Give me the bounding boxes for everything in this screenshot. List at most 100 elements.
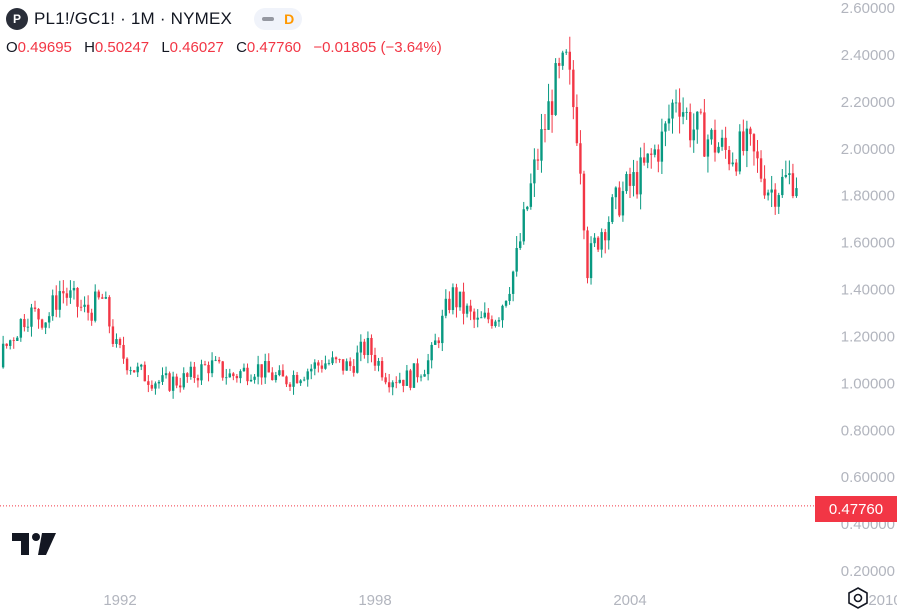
candle-body xyxy=(86,304,90,313)
y-tick-label: 1.40000 xyxy=(841,282,895,299)
candle-body xyxy=(5,343,8,346)
candle-body xyxy=(494,321,497,327)
candle-body xyxy=(58,291,61,310)
minus-icon[interactable] xyxy=(262,17,275,21)
gear-settings-icon[interactable] xyxy=(847,587,869,609)
candle-body xyxy=(175,376,178,386)
candle-body xyxy=(281,370,285,377)
candle-body xyxy=(12,340,15,342)
candle-body xyxy=(426,360,430,375)
candle-body xyxy=(352,366,355,373)
candle-body xyxy=(650,153,653,155)
candle-body xyxy=(713,129,717,153)
candle-body xyxy=(9,340,12,346)
candle-body xyxy=(646,153,649,163)
candle-body xyxy=(554,63,557,115)
candle-body xyxy=(692,129,695,141)
candle-body xyxy=(118,339,122,345)
candle-body xyxy=(51,295,54,317)
candle-body xyxy=(16,337,19,341)
candle-body xyxy=(483,312,486,318)
y-tick-label: 1.00000 xyxy=(841,375,895,392)
candle-body xyxy=(795,188,798,197)
candle-body xyxy=(674,102,678,104)
candle-body xyxy=(83,304,86,307)
candle-body xyxy=(387,382,391,388)
candle-body xyxy=(285,376,288,385)
candle-body xyxy=(568,51,571,70)
open-value: 0.49695 xyxy=(17,39,72,56)
candle-body xyxy=(331,357,334,364)
y-tick-label: 1.60000 xyxy=(841,235,895,252)
candle-body xyxy=(292,374,295,387)
y-tick-label: 0.60000 xyxy=(841,469,895,486)
candle-body xyxy=(664,123,667,132)
candle-body xyxy=(441,315,444,344)
candle-body xyxy=(65,293,69,298)
candle-body xyxy=(706,139,710,157)
candle-body xyxy=(639,157,642,195)
candle-body xyxy=(756,151,759,159)
candle-body xyxy=(260,364,263,378)
candle-body xyxy=(242,367,246,372)
current-price-badge: 0.47760 xyxy=(815,496,897,522)
candle-body xyxy=(341,359,345,371)
candle-body xyxy=(582,173,586,231)
candle-body xyxy=(189,366,193,377)
candle-body xyxy=(519,241,522,249)
candle-body xyxy=(412,363,416,388)
close-label: C xyxy=(236,39,247,56)
candle-body xyxy=(504,300,508,306)
open-label: O xyxy=(6,39,18,56)
candle-body xyxy=(681,112,685,117)
candle-body xyxy=(625,174,628,192)
candle-body xyxy=(621,191,625,216)
candle-body xyxy=(430,344,433,361)
candle-body xyxy=(182,373,185,388)
candle-body xyxy=(472,311,476,320)
candle-body xyxy=(458,291,462,308)
low-label: L xyxy=(161,39,170,56)
candle-body xyxy=(575,107,579,144)
candle-body xyxy=(561,52,564,66)
candle-body xyxy=(30,307,33,327)
candle-body xyxy=(324,363,327,369)
candle-body xyxy=(108,297,111,327)
candle-body xyxy=(349,361,352,367)
candle-body xyxy=(274,375,278,381)
candle-body xyxy=(738,131,741,172)
candle-body xyxy=(171,376,175,391)
candle-body xyxy=(306,371,309,380)
candle-body xyxy=(628,174,632,186)
tradingview-logo-icon[interactable] xyxy=(12,533,58,555)
candle-body xyxy=(79,306,83,308)
candle-body xyxy=(770,189,773,193)
candle-body xyxy=(766,192,770,196)
candle-body xyxy=(186,373,189,377)
mode-badge[interactable]: D xyxy=(284,11,295,27)
candle-body xyxy=(543,129,547,130)
candle-body xyxy=(593,237,596,244)
symbol-logo-icon[interactable]: P xyxy=(6,8,28,30)
candle-body xyxy=(618,187,621,216)
candle-body xyxy=(536,159,540,161)
candle-body xyxy=(689,111,692,141)
candle-body xyxy=(515,248,518,272)
candle-body xyxy=(72,287,76,291)
candle-body xyxy=(225,377,228,379)
symbol-title[interactable]: PL1!/GC1! · 1M · NYMEX xyxy=(34,9,233,28)
data-mode-pill[interactable]: D xyxy=(254,8,303,30)
candle-body xyxy=(717,146,720,153)
candle-body xyxy=(657,149,660,162)
x-tick-label: 2004 xyxy=(613,592,646,609)
candle-body xyxy=(607,221,610,241)
candle-body xyxy=(313,362,316,369)
candle-body xyxy=(784,175,788,177)
candle-body xyxy=(302,379,306,381)
candle-body xyxy=(557,63,561,66)
candle-body xyxy=(320,365,324,369)
y-tick-label: 2.60000 xyxy=(841,0,895,17)
candle-body xyxy=(660,131,664,162)
candle-body xyxy=(221,361,224,378)
